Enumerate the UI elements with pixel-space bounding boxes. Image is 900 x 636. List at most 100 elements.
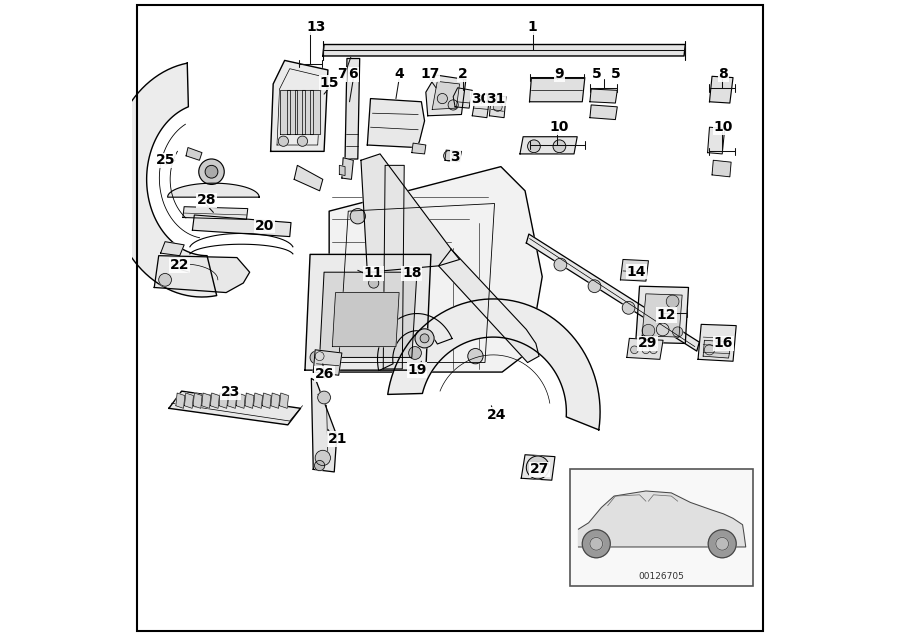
Text: 5: 5: [591, 67, 601, 81]
Polygon shape: [388, 299, 600, 430]
Polygon shape: [184, 393, 194, 408]
Polygon shape: [271, 60, 328, 151]
Circle shape: [718, 340, 729, 350]
Circle shape: [409, 347, 421, 359]
Polygon shape: [294, 165, 323, 191]
Polygon shape: [167, 183, 259, 197]
Polygon shape: [295, 90, 305, 134]
Polygon shape: [202, 393, 211, 408]
Polygon shape: [529, 78, 585, 102]
Polygon shape: [211, 393, 220, 408]
Polygon shape: [367, 99, 425, 148]
Polygon shape: [254, 393, 263, 408]
Polygon shape: [154, 256, 249, 293]
Circle shape: [315, 450, 330, 466]
Circle shape: [350, 209, 365, 224]
Text: 24: 24: [487, 408, 506, 422]
Polygon shape: [194, 393, 202, 408]
Circle shape: [318, 391, 330, 404]
Polygon shape: [698, 324, 736, 361]
Circle shape: [533, 462, 543, 473]
Polygon shape: [490, 95, 506, 118]
Circle shape: [297, 136, 308, 146]
Circle shape: [708, 530, 736, 558]
Circle shape: [310, 351, 323, 364]
Text: 3: 3: [450, 150, 460, 164]
Polygon shape: [620, 259, 648, 281]
Polygon shape: [472, 97, 490, 118]
Circle shape: [205, 165, 218, 178]
Text: 27: 27: [530, 462, 549, 476]
Circle shape: [554, 258, 567, 271]
Polygon shape: [219, 393, 228, 408]
Text: 00126705: 00126705: [638, 572, 684, 581]
Text: 29: 29: [637, 336, 657, 350]
Text: 26: 26: [315, 367, 335, 381]
Polygon shape: [186, 148, 202, 160]
Text: 9: 9: [554, 67, 564, 81]
Circle shape: [437, 93, 447, 104]
Text: 21: 21: [328, 432, 347, 446]
Polygon shape: [520, 137, 577, 154]
Text: 23: 23: [220, 385, 240, 399]
Polygon shape: [302, 90, 312, 134]
Text: 31: 31: [486, 92, 506, 106]
Circle shape: [582, 530, 610, 558]
Polygon shape: [280, 90, 290, 134]
Polygon shape: [712, 160, 731, 177]
Polygon shape: [383, 165, 404, 369]
Text: 1: 1: [527, 20, 537, 34]
Text: 2: 2: [458, 67, 468, 81]
Circle shape: [672, 327, 683, 337]
Text: 12: 12: [656, 308, 676, 322]
Circle shape: [493, 102, 502, 111]
Polygon shape: [311, 378, 337, 472]
Polygon shape: [342, 158, 354, 179]
Text: 14: 14: [626, 265, 646, 279]
Polygon shape: [521, 455, 555, 480]
Polygon shape: [590, 105, 617, 120]
Polygon shape: [361, 154, 460, 272]
Circle shape: [526, 456, 549, 479]
Polygon shape: [438, 249, 539, 363]
Circle shape: [553, 140, 566, 153]
Circle shape: [444, 151, 454, 161]
Circle shape: [315, 352, 324, 361]
Polygon shape: [412, 143, 426, 154]
Text: 15: 15: [320, 76, 339, 90]
Polygon shape: [313, 350, 342, 375]
Circle shape: [650, 346, 657, 354]
Polygon shape: [183, 207, 248, 219]
Text: 5: 5: [610, 67, 620, 81]
Text: 13: 13: [307, 20, 326, 34]
Polygon shape: [245, 393, 254, 408]
Polygon shape: [579, 491, 746, 547]
Circle shape: [716, 537, 729, 550]
Polygon shape: [193, 215, 291, 237]
Polygon shape: [642, 294, 682, 337]
Polygon shape: [377, 314, 452, 371]
Polygon shape: [635, 286, 688, 343]
Polygon shape: [280, 393, 289, 408]
Text: 17: 17: [420, 67, 439, 81]
Polygon shape: [176, 393, 184, 408]
Circle shape: [278, 136, 289, 146]
Polygon shape: [590, 89, 617, 103]
Polygon shape: [271, 393, 280, 408]
Circle shape: [588, 280, 601, 293]
Polygon shape: [426, 75, 466, 116]
Circle shape: [666, 295, 679, 308]
Text: 11: 11: [364, 266, 383, 280]
Circle shape: [468, 349, 483, 364]
Text: 19: 19: [407, 363, 427, 377]
Circle shape: [527, 140, 540, 153]
Polygon shape: [310, 90, 320, 134]
Text: 10: 10: [550, 120, 569, 134]
Polygon shape: [445, 150, 462, 162]
Polygon shape: [526, 234, 699, 351]
Text: 30: 30: [471, 92, 491, 106]
Text: 16: 16: [714, 336, 734, 350]
Polygon shape: [305, 254, 431, 370]
Text: 20: 20: [255, 219, 274, 233]
Polygon shape: [320, 272, 417, 357]
